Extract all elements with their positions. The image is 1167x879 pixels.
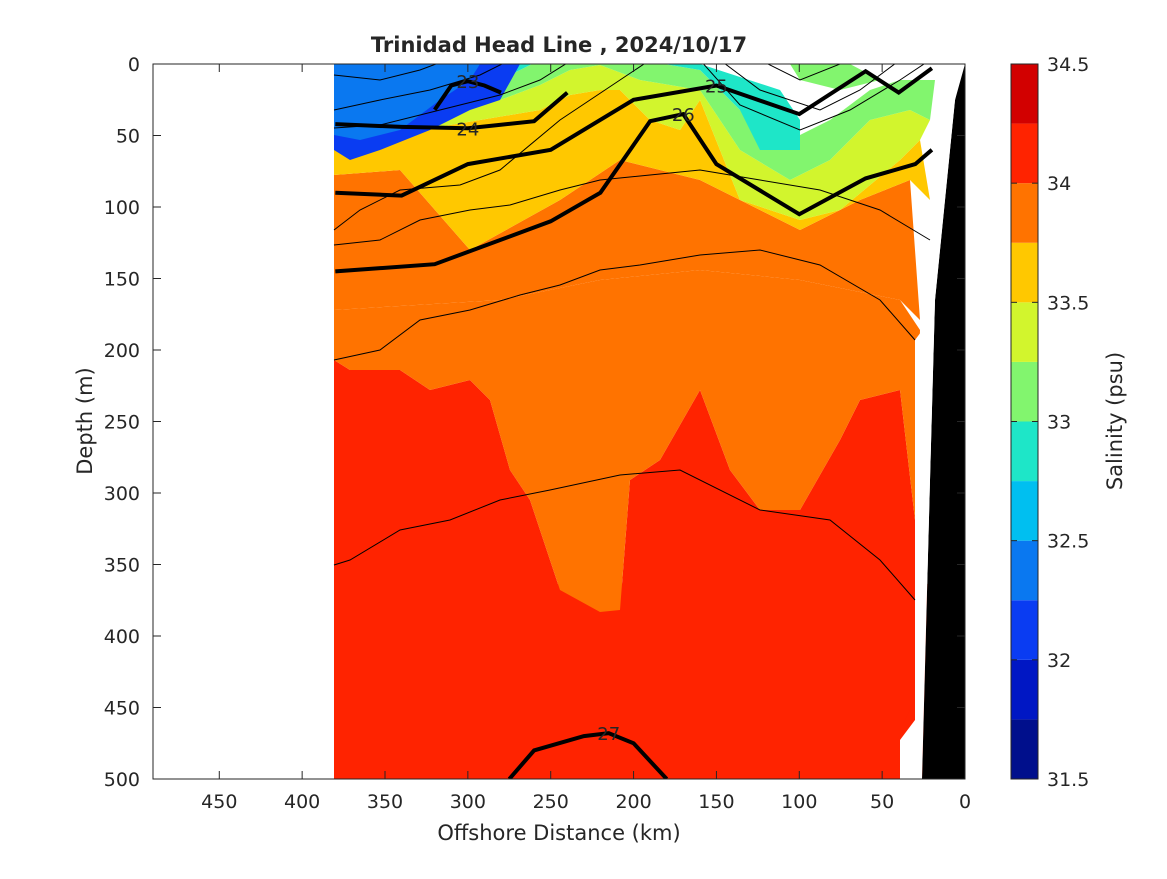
x-tick-label: 450 (201, 791, 237, 813)
salinity-band-deep (334, 584, 965, 779)
thin-contours (333, 64, 931, 601)
labeled-contours (335, 66, 934, 779)
contour-label: 27 (597, 724, 620, 745)
colorbar-swatch (1011, 600, 1038, 660)
plot-area: 23 24 25 26 27 (153, 64, 965, 779)
thin-contour (333, 64, 842, 111)
colorbar-tick-label: 33 (1047, 412, 1071, 434)
y-tick-label: 450 (104, 698, 140, 720)
salinity-band-orange (334, 270, 920, 612)
colorbar-swatch (1011, 719, 1038, 779)
y-axis-label: Depth (m) (73, 367, 97, 474)
y-tick-label: 150 (104, 269, 140, 291)
salinity-band-orange-upper (334, 160, 920, 320)
x-tick-label: 0 (959, 791, 971, 813)
colorbar-swatch (1011, 361, 1038, 422)
contour-27 (507, 731, 669, 779)
x-tick-label: 350 (367, 791, 403, 813)
y-tick-label: 0 (128, 54, 140, 76)
colorbar: 31.5 32 32.5 33 33.5 34 34.5 (1010, 54, 1089, 791)
colorbar-swatch (1011, 302, 1038, 362)
x-tick-label: 100 (781, 791, 817, 813)
colorbar-swatch (1011, 64, 1038, 124)
x-axis-label: Offshore Distance (km) (437, 821, 680, 845)
salinity-band-green-surface (790, 64, 880, 90)
y-tick-label: 300 (104, 483, 140, 505)
thin-contour (333, 469, 916, 601)
colorbar-swatch (1011, 123, 1038, 184)
y-tick-label: 100 (104, 197, 140, 219)
colorbar-swatch (1011, 183, 1038, 243)
salinity-band-cyan-green-mid (560, 64, 800, 150)
y-tick-label: 200 (104, 340, 140, 362)
y-tick-label: 250 (104, 412, 140, 434)
nearshore-gap (900, 64, 965, 779)
contour-23 (433, 79, 502, 111)
contour-labels: 23 24 25 26 27 (456, 72, 728, 745)
thin-contour (333, 64, 925, 131)
colorbar-tick-label: 34.5 (1047, 54, 1089, 76)
thin-contour (333, 169, 931, 246)
colorbar-label: Salinity (psu) (1103, 352, 1127, 490)
contour-25 (335, 66, 934, 198)
x-tick-label: 250 (533, 791, 569, 813)
x-tick-label: 200 (615, 791, 651, 813)
seafloor (922, 64, 965, 779)
thin-contour (333, 64, 438, 81)
contour-label: 26 (672, 105, 695, 126)
y-tick-label: 400 (104, 626, 140, 648)
x-tick-label: 400 (284, 791, 320, 813)
salinity-band-red (334, 360, 965, 779)
salinity-band-yellow-orange (334, 90, 930, 250)
colorbar-tick-label: 34 (1047, 173, 1071, 195)
colorbar-swatch (1011, 242, 1038, 303)
colorbar-tick-label: 31.5 (1047, 769, 1089, 791)
x-axis: 450 400 350 300 250 200 150 100 50 0 (201, 64, 971, 813)
contour-24 (335, 91, 569, 131)
colorbar-swatch (1011, 659, 1038, 720)
contour-label: 24 (456, 119, 479, 140)
salinity-band-blue-overlay (334, 64, 480, 140)
contour-26 (335, 111, 934, 274)
thin-contour (333, 64, 896, 231)
colorbar-tick-label: 33.5 (1047, 292, 1089, 314)
colorbar-swatch (1011, 540, 1038, 601)
x-tick-label: 50 (870, 791, 894, 813)
x-tick-label: 150 (698, 791, 734, 813)
colorbar-tick-label: 32 (1047, 650, 1071, 672)
thin-contour (333, 249, 916, 361)
y-axis: 0 50 100 150 200 250 300 350 400 450 500 (104, 54, 965, 791)
colorbar-tick-label: 32.5 (1047, 531, 1089, 553)
y-tick-label: 50 (116, 126, 140, 148)
contour-label: 23 (456, 72, 479, 93)
y-tick-label: 350 (104, 555, 140, 577)
y-tick-label: 500 (104, 769, 140, 791)
colorbar-swatch (1011, 481, 1038, 541)
x-tick-label: 300 (450, 791, 486, 813)
contour-label: 25 (705, 76, 728, 97)
colorbar-swatch (1011, 421, 1038, 482)
chart-title: Trinidad Head Line , 2024/10/17 (371, 33, 747, 57)
